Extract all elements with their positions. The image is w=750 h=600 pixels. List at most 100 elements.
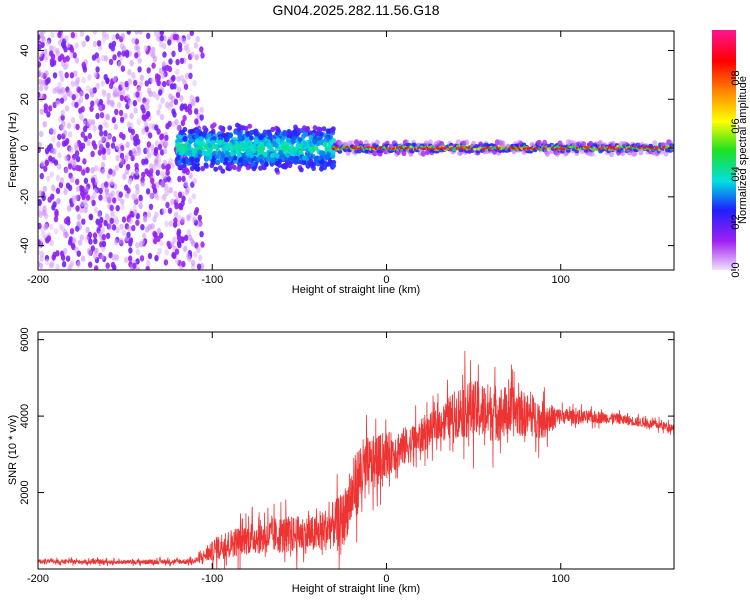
heatmap-cell — [196, 246, 201, 253]
heatmap-cell — [49, 127, 54, 134]
heatmap-cell — [93, 253, 98, 260]
heatmap-cell — [46, 175, 51, 182]
heatmap-cell — [128, 255, 133, 262]
heatmap-cell — [64, 105, 70, 112]
heatmap-cell — [180, 216, 186, 224]
heatmap-cell — [42, 121, 47, 128]
heatmap-cell — [187, 151, 193, 157]
heatmap-cell — [150, 223, 155, 230]
spectrogram-y-tick-label: -40 — [19, 238, 31, 254]
heatmap-cell — [144, 226, 150, 233]
heatmap-cell — [638, 149, 644, 156]
heatmap-cell — [187, 103, 192, 111]
heatmap-cell — [166, 240, 171, 248]
heatmap-cell — [305, 151, 311, 157]
heatmap-cell — [42, 185, 47, 193]
heatmap-cell — [159, 113, 165, 121]
heatmap-cell — [105, 77, 110, 85]
colorbar-tick-label: 0.6 — [730, 118, 742, 133]
heatmap-cell — [203, 162, 209, 168]
heatmap-cell — [116, 143, 121, 151]
heatmap-cell — [270, 157, 276, 163]
heatmap-cell — [153, 231, 158, 239]
heatmap-cell — [175, 257, 180, 265]
heatmap-cell — [154, 73, 160, 80]
heatmap-cell — [153, 146, 159, 154]
heatmap-cell — [38, 44, 42, 51]
heatmap-cell — [150, 144, 155, 151]
heatmap-cell — [113, 253, 119, 260]
heatmap-cell — [43, 165, 48, 172]
heatmap-cell — [121, 50, 126, 57]
heatmap-cell — [179, 74, 185, 82]
heatmap-cell — [76, 220, 81, 228]
heatmap-cell — [145, 188, 151, 195]
heatmap-cell — [153, 237, 158, 245]
heatmap-cell — [113, 123, 119, 130]
heatmap-cell — [156, 227, 162, 235]
heatmap-cell — [132, 100, 138, 107]
heatmap-cell — [455, 139, 461, 146]
heatmap-cell — [146, 141, 152, 148]
heatmap-cell — [128, 217, 133, 224]
heatmap-cell — [112, 197, 117, 204]
heatmap-cell — [161, 61, 166, 68]
heatmap-cell — [138, 31, 143, 35]
heatmap-cell — [65, 255, 71, 262]
heatmap-cell — [190, 51, 195, 58]
heatmap-cell — [319, 154, 325, 160]
heatmap-cell — [57, 133, 62, 141]
heatmap-cell — [115, 154, 120, 162]
heatmap-cell — [120, 204, 125, 211]
heatmap-cell — [159, 240, 164, 247]
heatmap-cell — [147, 152, 152, 159]
heatmap-cell — [54, 211, 59, 218]
heatmap-cell — [192, 216, 197, 223]
heatmap-cell — [98, 221, 103, 229]
heatmap-cell — [244, 138, 250, 144]
heatmap-cell — [212, 150, 217, 156]
heatmap-cell — [39, 172, 44, 180]
heatmap-cell — [163, 140, 168, 147]
heatmap-cell — [153, 31, 159, 37]
heatmap-cell — [107, 134, 112, 141]
heatmap-cell — [289, 155, 295, 161]
heatmap-cell — [98, 139, 103, 147]
heatmap-cell — [129, 59, 134, 67]
heatmap-cell — [297, 137, 303, 143]
heatmap-cell — [113, 214, 118, 221]
heatmap-cell — [420, 150, 426, 157]
heatmap-cell — [128, 247, 133, 254]
heatmap-cell — [101, 36, 106, 43]
heatmap-cell — [187, 133, 193, 139]
heatmap-cell — [274, 130, 280, 136]
heatmap-cell — [100, 135, 106, 142]
heatmap-cell — [85, 226, 90, 234]
heatmap-cell — [182, 37, 187, 45]
heatmap-cell — [74, 42, 79, 49]
heatmap-cell — [75, 185, 81, 193]
heatmap-cell — [87, 74, 92, 81]
heatmap-cell — [164, 186, 169, 193]
heatmap-cell — [105, 114, 111, 121]
heatmap-cell — [162, 159, 168, 167]
heatmap-cell — [136, 118, 141, 126]
heatmap-cell — [159, 134, 164, 141]
heatmap-cell — [133, 209, 138, 216]
heatmap-cell — [70, 117, 76, 124]
heatmap-cell — [183, 245, 188, 252]
heatmap-cell — [131, 73, 136, 81]
heatmap-cell — [98, 98, 104, 106]
heatmap-cell — [157, 143, 163, 151]
heatmap-cell — [46, 77, 51, 84]
colorbar-tick-label: 0.4 — [730, 166, 742, 181]
heatmap-cell — [166, 175, 171, 183]
heatmap-cell — [88, 261, 93, 268]
heatmap-cell — [179, 95, 184, 102]
heatmap-cell — [62, 247, 68, 255]
heatmap-cell — [134, 52, 139, 59]
heatmap-cell — [40, 160, 45, 167]
heatmap-cell — [101, 147, 107, 154]
heatmap-cell — [143, 45, 149, 52]
